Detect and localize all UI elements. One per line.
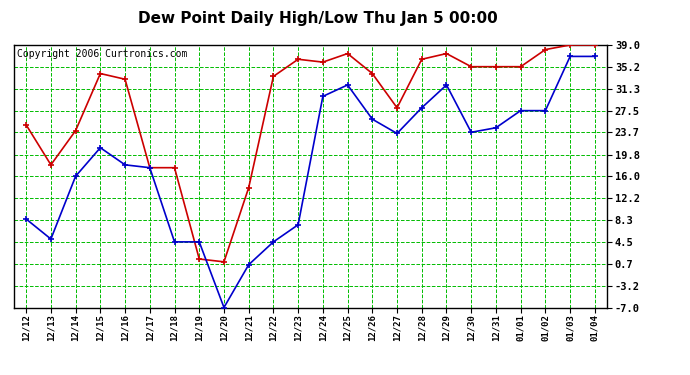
Text: Dew Point Daily High/Low Thu Jan 5 00:00: Dew Point Daily High/Low Thu Jan 5 00:00 — [137, 11, 497, 26]
Text: Copyright 2006 Curtronics.com: Copyright 2006 Curtronics.com — [17, 49, 187, 59]
